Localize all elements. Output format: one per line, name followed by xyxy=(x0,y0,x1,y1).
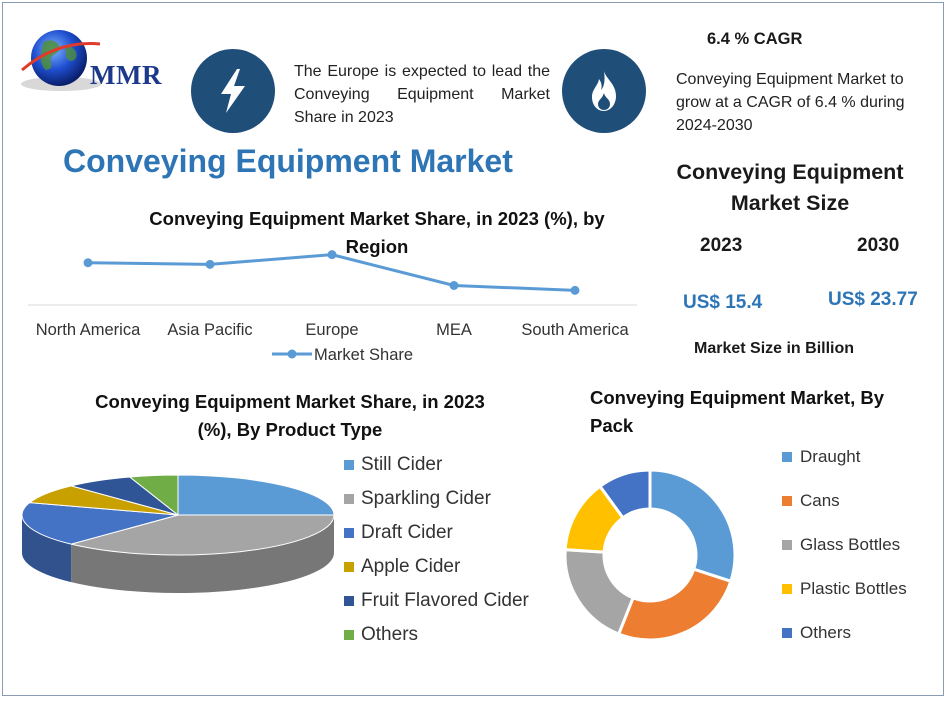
legend-label: Plastic Bottles xyxy=(800,579,907,598)
cagr-description: Conveying Equipment Market to grow at a … xyxy=(676,71,905,134)
donut-slice-glass-bottles xyxy=(563,548,636,636)
legend-swatch xyxy=(782,584,792,594)
pie-slice-side xyxy=(22,515,72,583)
cagr-title: 6.4 % CAGR xyxy=(707,30,803,48)
legend-item-cans: Cans xyxy=(782,491,840,511)
legend-item-draught: Draught xyxy=(782,447,860,467)
legend-marker xyxy=(287,349,297,359)
globe-icon xyxy=(21,30,101,91)
legend-label: Sparkling Cider xyxy=(361,488,491,509)
pie-slice-others xyxy=(128,474,179,517)
legend-swatch xyxy=(344,528,354,538)
pack-chart-title: Conveying Equipment Market, By Pack xyxy=(590,387,884,436)
series-line-market-share xyxy=(87,253,576,292)
x-tick-label: South America xyxy=(521,321,629,339)
pie-slice-draft-cider xyxy=(21,502,179,545)
legend-swatch xyxy=(344,596,354,606)
data-point xyxy=(449,281,459,290)
market-size-unit: Market Size in Billion xyxy=(694,340,855,357)
data-point xyxy=(83,258,93,268)
legend-item-sparkling-cider: Sparkling Cider xyxy=(344,488,491,510)
legend-swatch xyxy=(782,628,792,638)
legend-label: Others xyxy=(800,623,852,642)
legend-swatch xyxy=(344,562,354,572)
legend-swatch xyxy=(344,494,354,504)
pack-donut-chart xyxy=(563,468,737,642)
legend-item-still-cider: Still Cider xyxy=(344,454,442,476)
x-tick-label: Europe xyxy=(305,321,358,339)
legend-label: Glass Bottles xyxy=(800,535,901,554)
year-2030: 2030 xyxy=(857,235,900,256)
market-size-title: Conveying Equipment Market Size xyxy=(676,160,904,215)
legend-item-glass-bottles: Glass Bottles xyxy=(782,535,900,555)
pie-slice-still-cider xyxy=(177,474,335,516)
region-line-chart: North America Asia Pacific Europe MEA South … xyxy=(28,250,637,364)
logo-text: MMR xyxy=(90,60,162,90)
legend-swatch xyxy=(344,630,354,640)
x-tick-label: Asia Pacific xyxy=(167,321,252,339)
donut-slice-cans xyxy=(616,567,733,642)
legend-label: Draught xyxy=(800,447,861,466)
region-chart-title: Conveying Equipment Market Share, in 202… xyxy=(149,208,605,257)
legend-label: Apple Cider xyxy=(361,556,461,577)
market-value-2023: US$ 15.4 xyxy=(683,292,763,313)
lightning-icon xyxy=(191,49,275,133)
legend-item-others: Others xyxy=(344,624,418,646)
x-tick-label: MEA xyxy=(436,321,472,339)
legend-item-plastic-bottles: Plastic Bottles xyxy=(782,579,907,599)
fire-icon xyxy=(562,49,646,133)
legend-swatch xyxy=(782,496,792,506)
legend-item-fruit-flavored-cider: Fruit Flavored Cider xyxy=(344,590,529,612)
page-title: Conveying Equipment Market xyxy=(63,143,513,179)
year-2023: 2023 xyxy=(700,235,743,256)
legend-label: Others xyxy=(361,624,419,645)
legend-swatch xyxy=(782,452,792,462)
legend-label: Fruit Flavored Cider xyxy=(361,590,529,611)
product-chart-title: Conveying Equipment Market Share, in 202… xyxy=(95,391,485,440)
legend-item-apple-cider: Apple Cider xyxy=(344,556,460,578)
data-point xyxy=(205,259,215,269)
mmr-logo: MMR xyxy=(14,26,184,96)
pie-slice-sparkling-cider xyxy=(71,514,335,556)
legend-label: Cans xyxy=(800,491,840,510)
data-point xyxy=(327,250,337,260)
market-value-2030: US$ 23.77 xyxy=(828,289,918,310)
x-tick-label: North America xyxy=(36,321,141,339)
legend-item-others: Others xyxy=(782,623,851,643)
pie-slice-side xyxy=(71,515,335,593)
europe-note: The Europe is expected to lead the Conve… xyxy=(294,63,550,126)
legend-swatch xyxy=(344,460,354,470)
legend-label: Still Cider xyxy=(361,454,443,475)
product-type-3d-pie xyxy=(21,474,335,593)
legend-label: Market Share xyxy=(314,346,413,364)
data-point xyxy=(570,285,580,295)
donut-slice-others xyxy=(597,468,652,520)
donut-slice-draught xyxy=(648,468,737,584)
legend-item-draft-cider: Draft Cider xyxy=(344,522,453,544)
legend-label: Draft Cider xyxy=(361,522,453,543)
legend-swatch xyxy=(782,540,792,550)
